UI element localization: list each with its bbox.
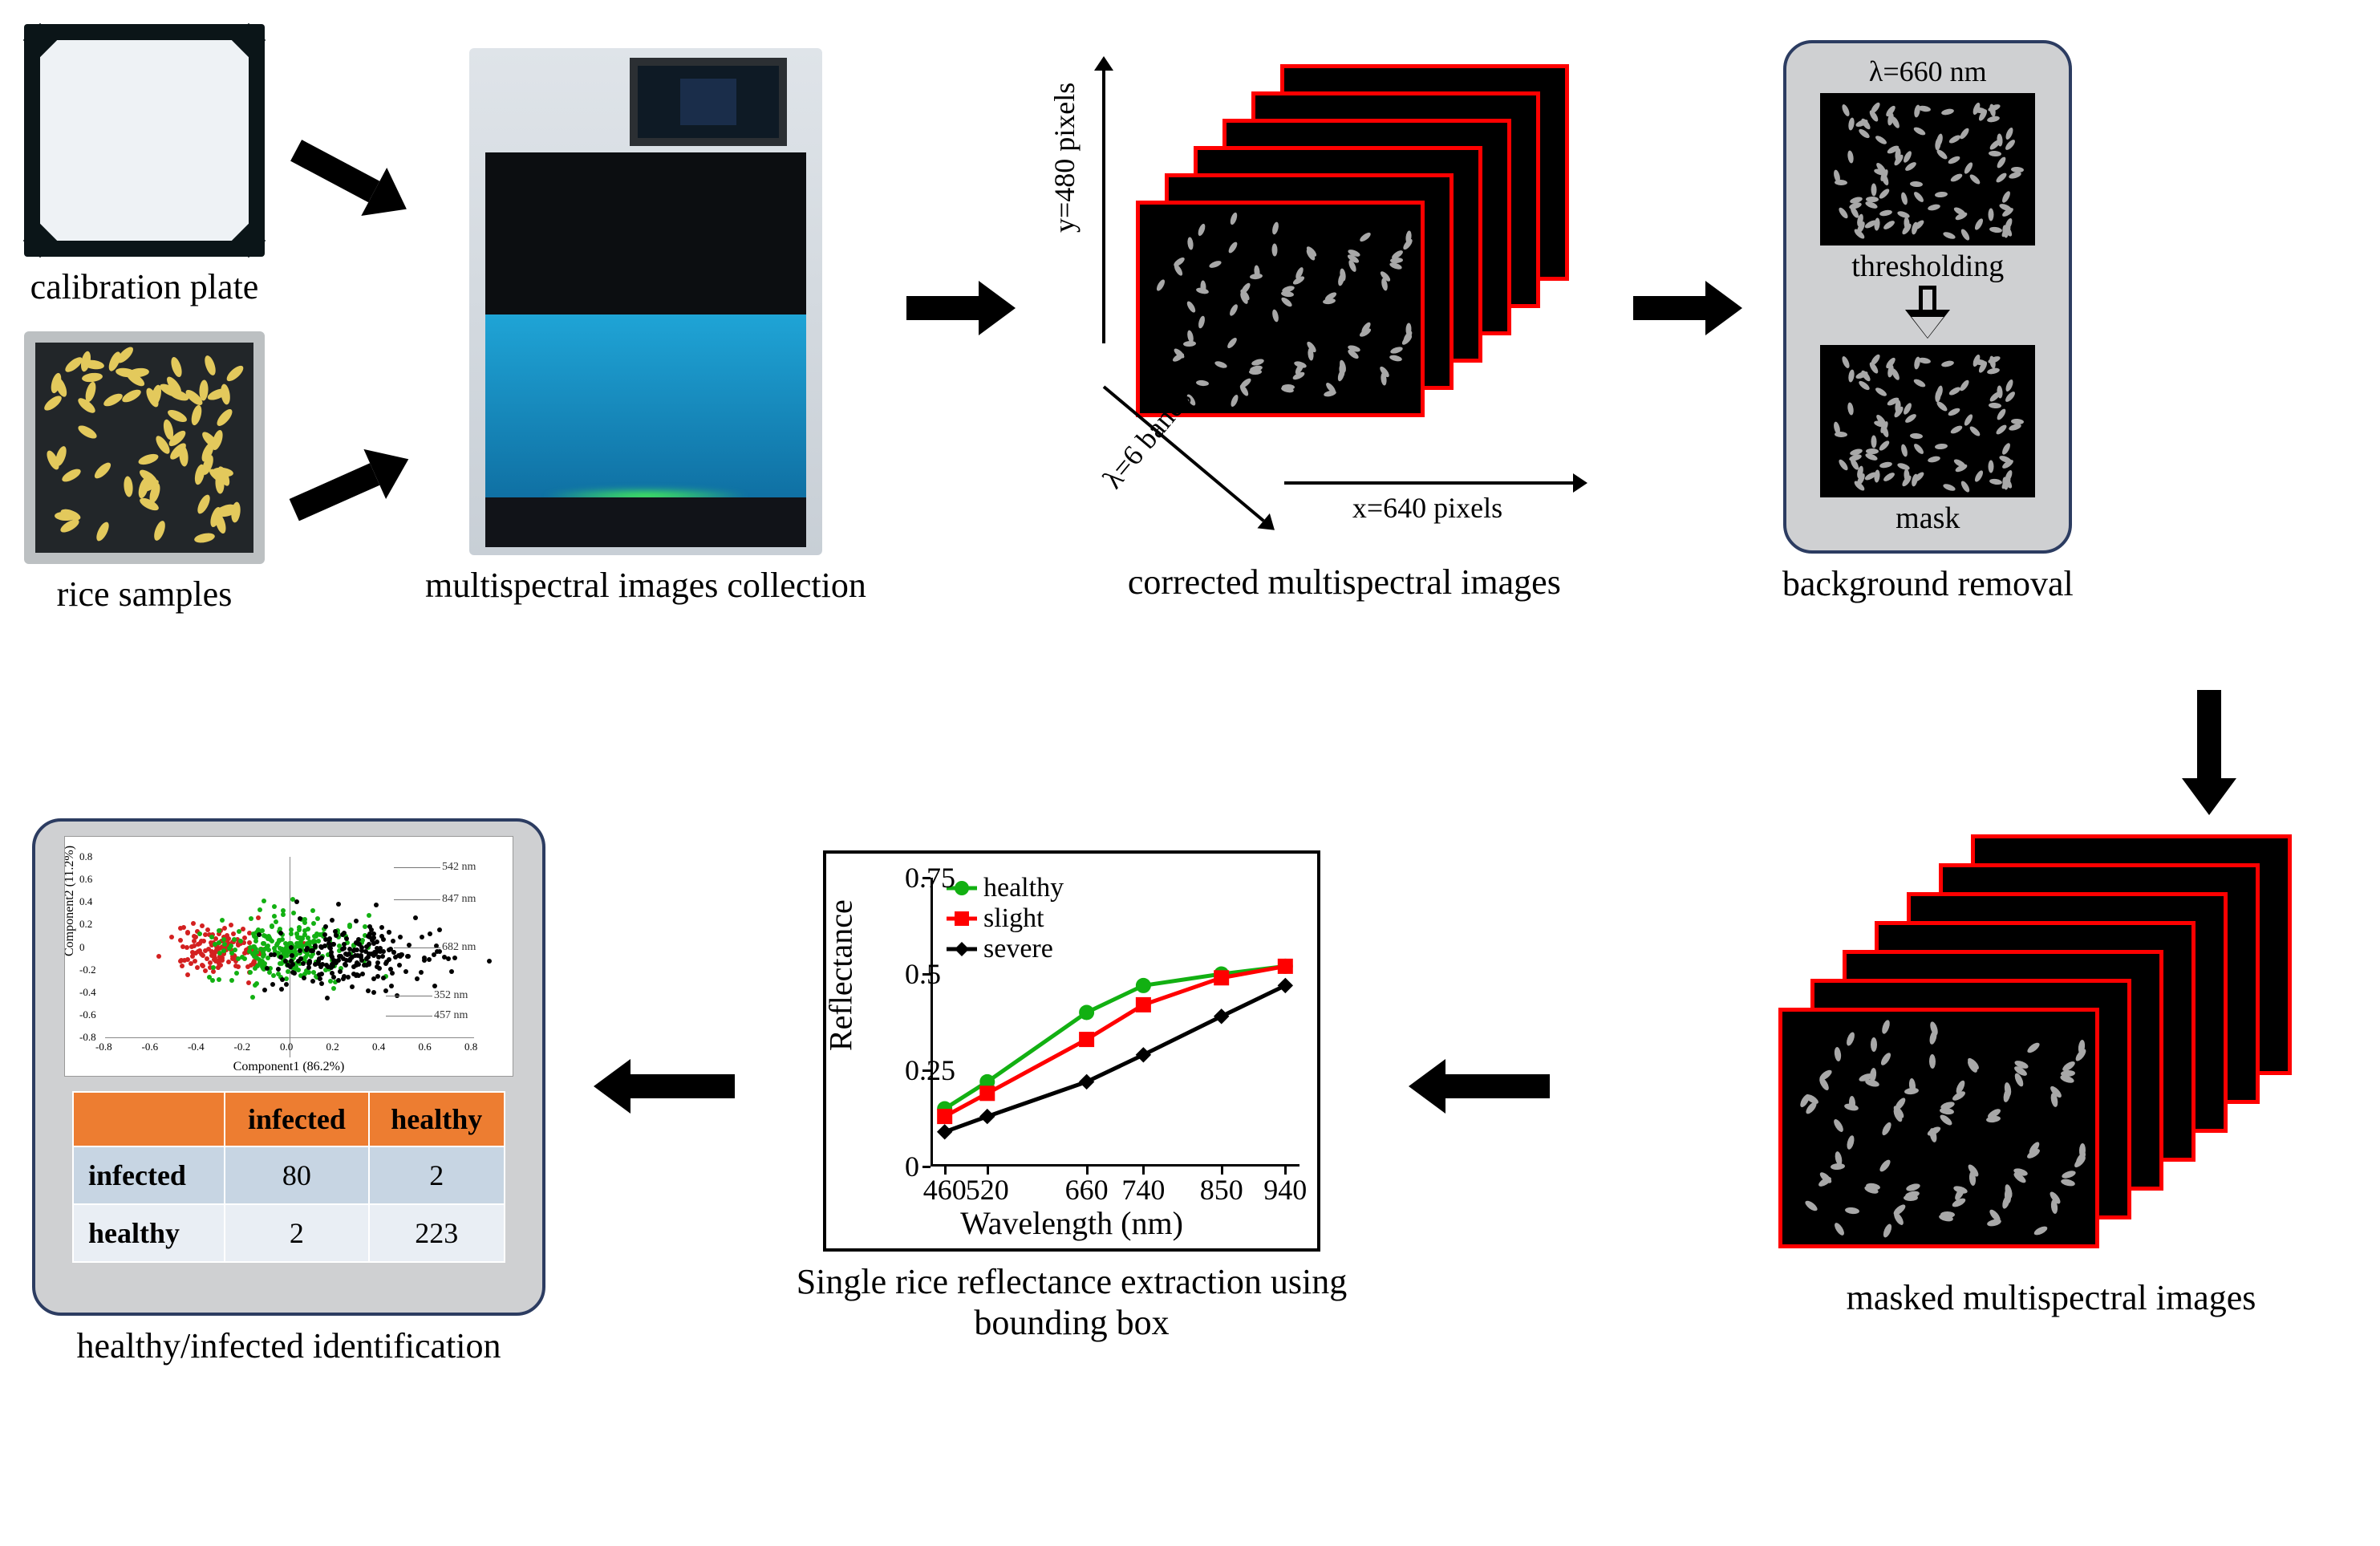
conf-cell-healthy-infected: 2 — [225, 1204, 368, 1262]
conf-header-infected: infected — [225, 1092, 368, 1146]
conf-header-healthy: healthy — [369, 1092, 505, 1146]
arrow-bgremoval-to-masked — [2182, 690, 2236, 815]
calibration-caption: calibration plate — [30, 266, 259, 307]
masked-block: masked multispectral images — [1778, 834, 2324, 1318]
legend-item-slight: slight — [947, 903, 1064, 934]
bgremoval-pre-image — [1820, 93, 2035, 245]
pca-scatter: Component2 (11.2%) Component1 (86.2%) -0… — [64, 836, 513, 1077]
corrected-y-axis-label: y=480 pixels — [1048, 83, 1081, 233]
arrow-inputs-to-imager-top — [283, 126, 420, 233]
conf-rowhead-infected: infected — [73, 1146, 225, 1204]
corrected-y-axis-arrow — [1094, 56, 1113, 343]
reflectance-x-axis-title: Wavelength (nm) — [960, 1204, 1183, 1242]
corrected-caption: corrected multispectral images — [1128, 562, 1561, 603]
reflectance-block: Reflectance Wavelength (nm) healthysligh… — [783, 850, 1360, 1343]
workflow-diagram: calibration plate rice samples — [24, 24, 2356, 1366]
reflectance-legend: healthyslightsevere — [947, 873, 1064, 964]
conf-row-healthy: healthy 2 223 — [73, 1204, 505, 1262]
mask-label: mask — [1895, 501, 1960, 536]
corrected-bands-stack — [1136, 64, 1585, 441]
identification-caption: healthy/infected identification — [76, 1325, 501, 1366]
imager-block: multispectral images collection — [425, 48, 866, 606]
corrected-x-axis-label: x=640 pixels — [1352, 491, 1502, 525]
reflectance-chart: Reflectance Wavelength (nm) healthysligh… — [823, 850, 1320, 1252]
confusion-table: infected healthy infected 80 2 healthy 2… — [72, 1091, 505, 1263]
conf-header-empty — [73, 1092, 225, 1146]
arrow-imager-to-corrected — [906, 281, 1016, 335]
reflectance-y-axis-title: Reflectance — [822, 899, 860, 1051]
bgremoval-block: λ=660 nm thresholding mask background re… — [1782, 40, 2074, 604]
masked-caption: masked multispectral images — [1847, 1277, 2256, 1318]
bgremoval-lambda-label: λ=660 nm — [1869, 55, 1987, 88]
conf-cell-infected-healthy: 2 — [369, 1146, 505, 1204]
imager-image — [469, 48, 822, 555]
pca-x-axis-label: Component1 (86.2%) — [233, 1060, 345, 1074]
conf-cell-infected-infected: 80 — [225, 1146, 368, 1204]
arrow-inputs-to-imager-bottom — [283, 434, 420, 535]
reflectance-caption: Single rice reflectance extraction using… — [783, 1261, 1360, 1343]
arrow-corrected-to-bgremoval — [1633, 281, 1742, 335]
legend-item-severe: severe — [947, 934, 1064, 964]
rice-samples-caption: rice samples — [57, 574, 233, 615]
inputs-column: calibration plate rice samples — [24, 24, 265, 615]
top-row: calibration plate rice samples — [24, 24, 2356, 746]
arrow-reflectance-to-identification — [594, 1059, 735, 1114]
pca-y-axis-label: Component2 (11.2%) — [64, 846, 77, 956]
calibration-plate-block: calibration plate — [24, 24, 265, 307]
conf-row-infected: infected 80 2 — [73, 1146, 505, 1204]
conf-rowhead-healthy: healthy — [73, 1204, 225, 1262]
bottom-row: Component2 (11.2%) Component1 (86.2%) -0… — [24, 818, 2356, 1366]
conf-header-row: infected healthy — [73, 1092, 505, 1146]
reflectance-plot-area: healthyslightsevere 00.250.50.7546052066… — [931, 878, 1299, 1167]
thresholding-label: thresholding — [1851, 249, 2004, 284]
arrow-masked-to-reflectance — [1409, 1059, 1550, 1114]
identification-panel: Component2 (11.2%) Component1 (86.2%) -0… — [32, 818, 545, 1316]
conf-cell-healthy-healthy: 223 — [369, 1204, 505, 1262]
imager-caption: multispectral images collection — [425, 565, 866, 606]
masked-bands-stack — [1778, 834, 2324, 1268]
bgremoval-mask-image — [1820, 345, 2035, 497]
corrected-x-axis-arrow — [1284, 473, 1587, 493]
rice-samples-image — [24, 331, 265, 564]
identification-block: Component2 (11.2%) Component1 (86.2%) -0… — [32, 818, 545, 1366]
bgremoval-caption: background removal — [1782, 563, 2074, 604]
corrected-block: y=480 pixels λ=6 bands x=640 pixels corr… — [1056, 32, 1633, 603]
legend-item-healthy: healthy — [947, 873, 1064, 903]
rice-samples-block: rice samples — [24, 331, 265, 615]
bgremoval-panel: λ=660 nm thresholding mask — [1783, 40, 2072, 554]
calibration-plate-image — [24, 24, 265, 257]
